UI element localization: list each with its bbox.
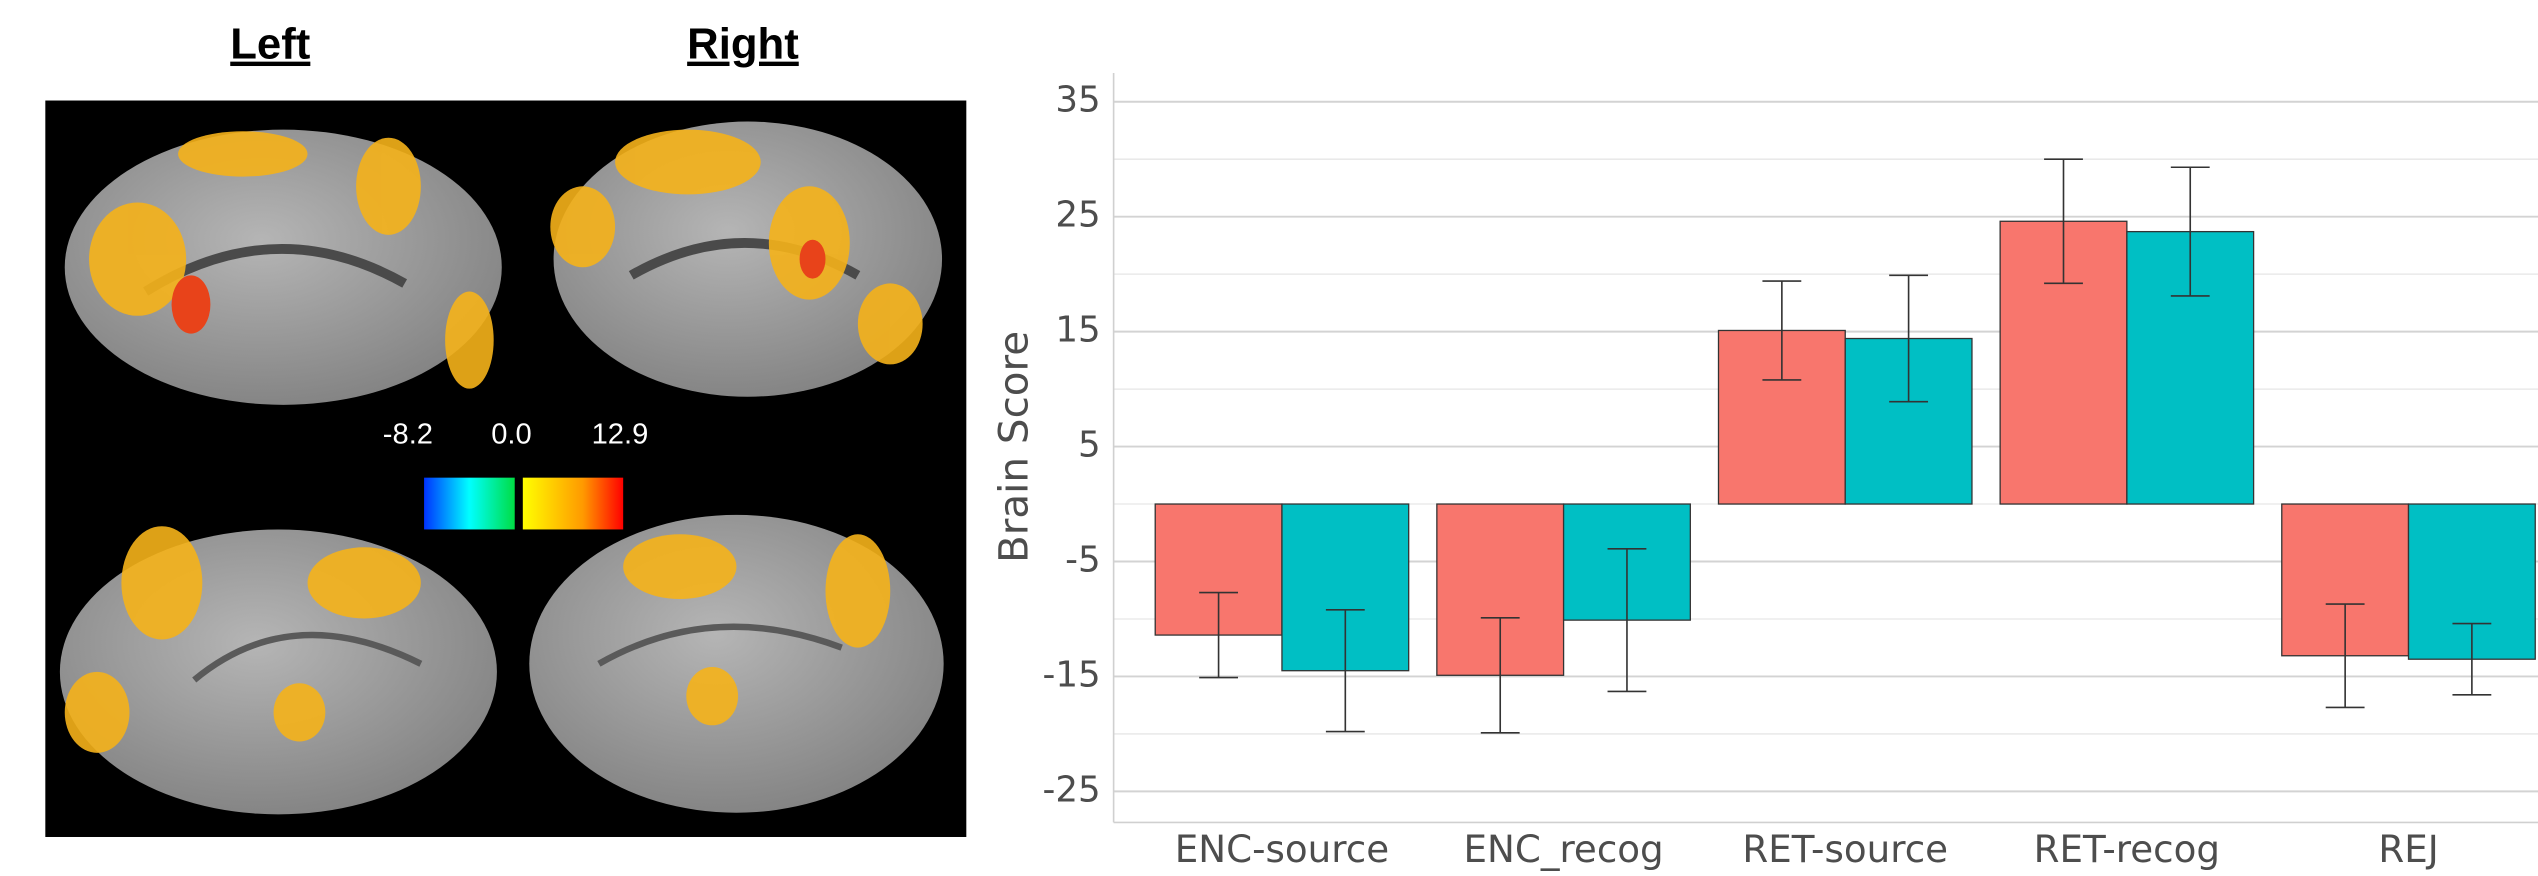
- right-label: Right: [687, 20, 799, 69]
- brain-panel: [45, 101, 966, 837]
- y-axis-label: Brain Score: [989, 331, 1037, 563]
- y-tick-label: 25: [1055, 195, 1100, 236]
- x-tick-label: ENC-source: [1175, 827, 1389, 871]
- x-tick-label: RET-source: [1742, 827, 1948, 871]
- y-tick-label: -5: [1065, 540, 1101, 581]
- x-tick-label: RET-recog: [2034, 827, 2220, 871]
- colorbar-tick-label: 12.9: [592, 418, 649, 450]
- left-label: Left: [230, 20, 311, 69]
- y-tick-label: -25: [1043, 769, 1101, 810]
- y-tick-label: 5: [1078, 425, 1101, 466]
- y-tick-label: 35: [1055, 80, 1100, 121]
- y-tick-label: 15: [1055, 310, 1100, 351]
- x-tick-label: ENC_recog: [1463, 827, 1663, 871]
- x-tick-label: REJ: [2378, 827, 2438, 871]
- colorbar-tick-label: -8.2: [383, 418, 433, 450]
- colorbar-tick-label: 0.0: [491, 418, 532, 450]
- figure: Left Right -8.2 0.0 12.9 Brain Score -25 -1…: [0, 0, 2538, 876]
- y-tick-label: -15: [1043, 654, 1101, 695]
